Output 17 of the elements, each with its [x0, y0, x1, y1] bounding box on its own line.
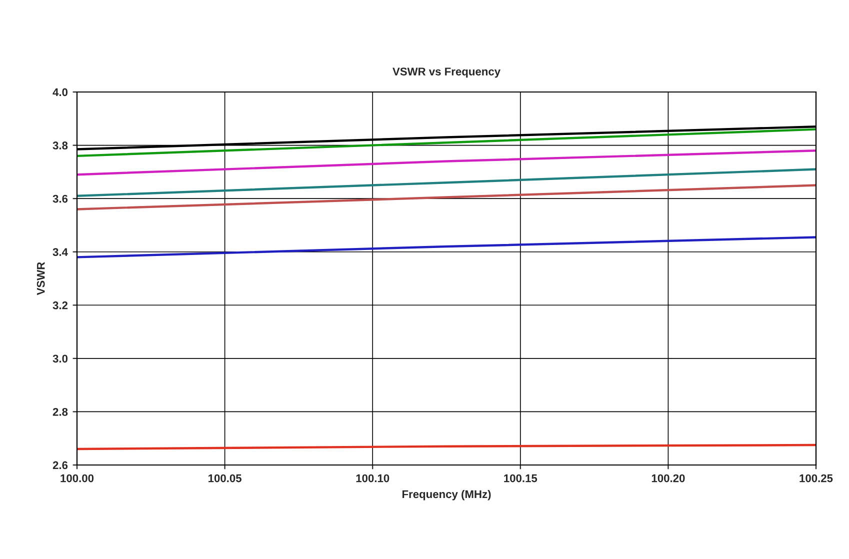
y-tick-label: 3.0 [52, 354, 68, 363]
x-axis-title: Frequency (MHz) [402, 490, 491, 500]
y-tick-label: 2.8 [52, 408, 68, 416]
y-tick-label: 2.6 [52, 461, 68, 470]
x-tick-label: 100.10 [356, 474, 390, 482]
y-tick-label: 4.0 [52, 88, 68, 96]
x-tick-label: 100.15 [504, 474, 538, 482]
chart-title: VSWR vs Frequency [392, 68, 500, 78]
y-tick-label: 3.8 [52, 142, 68, 150]
x-tick-label: 100.25 [800, 474, 833, 482]
y-tick-label: 3.4 [52, 248, 68, 256]
x-tick-label: 100.20 [652, 474, 685, 482]
x-tick-label: 100.00 [60, 474, 94, 482]
y-axis-title: VSWR [36, 262, 45, 296]
y-tick-label: 3.6 [52, 194, 68, 203]
y-tick-label: 3.2 [52, 301, 68, 310]
x-tick-label: 100.05 [208, 474, 242, 482]
